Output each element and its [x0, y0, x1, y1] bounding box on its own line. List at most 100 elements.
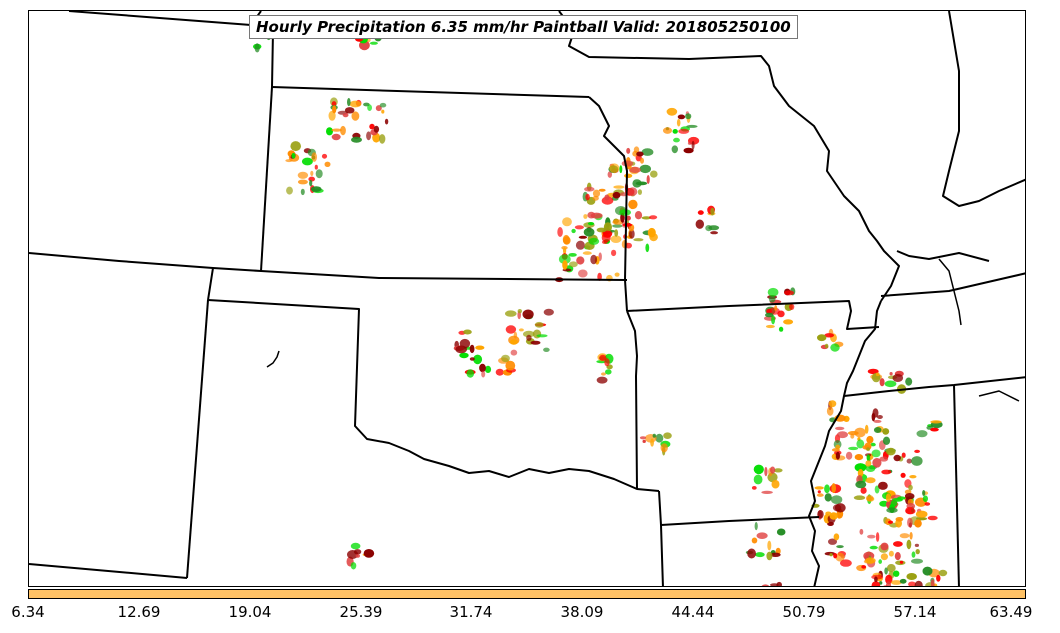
precip-blob [907, 517, 913, 528]
state-border [808, 300, 882, 586]
precip-blob [324, 161, 331, 167]
precip-blob [647, 227, 656, 238]
precip-blob [639, 436, 647, 440]
precip-blob [607, 171, 612, 178]
precip-blob [563, 247, 567, 255]
precip-blob [837, 431, 848, 439]
precip-blob [369, 123, 375, 130]
precip-blob [315, 169, 323, 179]
precip-blob [587, 211, 596, 219]
precip-blob [829, 553, 833, 557]
precip-blob [640, 157, 644, 164]
precip-blob [291, 152, 296, 159]
precip-blob [598, 188, 606, 192]
precip-blob [771, 479, 780, 489]
precip-blob [384, 118, 389, 125]
precip-blob [574, 225, 585, 230]
precip-blob [609, 163, 620, 173]
precip-blob [922, 566, 933, 576]
precip-blob [297, 179, 308, 185]
precip-blob [505, 325, 517, 334]
precip-blob [290, 141, 302, 152]
precip-blob [314, 164, 318, 170]
precip-blob [880, 542, 889, 551]
precip-blob [286, 186, 293, 195]
precip-blob [872, 458, 882, 468]
lake-outline [978, 390, 1020, 402]
precip-blob [676, 118, 681, 127]
precip-blob [889, 372, 893, 376]
precip-blob [869, 545, 878, 550]
precip-blob [771, 315, 776, 325]
precip-blob [558, 254, 571, 265]
precip-blob [671, 145, 678, 154]
precip-blob [629, 166, 641, 173]
precip-blob [836, 545, 844, 549]
precip-blob [557, 227, 563, 237]
precip-blob [592, 189, 601, 198]
precip-blob [626, 215, 631, 221]
precip-blob [876, 415, 883, 419]
state-border [558, 11, 900, 302]
precip-blob [885, 493, 891, 503]
precip-blob [886, 564, 896, 573]
precip-blob [914, 449, 920, 453]
precip-blob [652, 433, 656, 438]
precip-blob [523, 330, 535, 338]
precip-blob [911, 558, 923, 564]
precip-blob [624, 173, 633, 178]
precip-blob [634, 211, 643, 220]
precip-blob [830, 343, 840, 352]
precip-blob [871, 412, 876, 422]
precip-blob [854, 427, 866, 438]
precip-blob [473, 354, 483, 365]
precip-blob [899, 533, 910, 539]
precip-blob [628, 199, 638, 210]
precip-blob [639, 164, 651, 174]
colorbar-tick-label: 19.04 [228, 603, 272, 621]
precip-blob [915, 510, 928, 518]
precip-blob [505, 360, 516, 371]
precip-blob [866, 454, 870, 462]
colorbar-tick-label: 12.69 [117, 603, 161, 621]
precip-blob [642, 439, 646, 443]
precip-blob [894, 552, 901, 561]
precip-blob [776, 528, 786, 536]
precip-blob [866, 447, 870, 452]
precip-blob [848, 446, 859, 451]
precip-blob [767, 540, 772, 551]
precip-blob [866, 435, 874, 444]
precip-blob [705, 225, 713, 232]
precip-blob [588, 237, 600, 245]
precip-blob [751, 486, 757, 490]
precip-blob [254, 43, 260, 53]
precip-blob [300, 188, 305, 196]
precip-blob [911, 585, 914, 586]
precip-blob [373, 125, 380, 133]
precip-blob [831, 448, 840, 452]
state-border [271, 86, 590, 98]
precip-blob [584, 186, 595, 192]
precip-blob [285, 159, 293, 163]
precip-blob [770, 552, 781, 557]
precip-blob [938, 569, 948, 577]
precip-blob [568, 253, 577, 257]
precip-blob [691, 140, 695, 150]
precip-blob [908, 484, 913, 491]
state-border [29, 252, 628, 281]
precip-blob [683, 147, 694, 154]
precip-blob [884, 380, 897, 388]
colorbar-tick-label: 50.79 [782, 603, 826, 621]
precip-blob [583, 214, 588, 219]
precip-blob [885, 574, 893, 585]
precip-blob [814, 486, 824, 490]
precip-blob [828, 538, 837, 545]
colorbar-tick-label: 38.09 [560, 603, 604, 621]
precip-blob [824, 484, 830, 494]
precip-blob [578, 269, 588, 278]
precip-blob [655, 433, 664, 443]
precip-blob [353, 549, 362, 555]
state-border [953, 384, 960, 586]
precip-blob [534, 321, 544, 328]
precip-blob [867, 534, 876, 539]
